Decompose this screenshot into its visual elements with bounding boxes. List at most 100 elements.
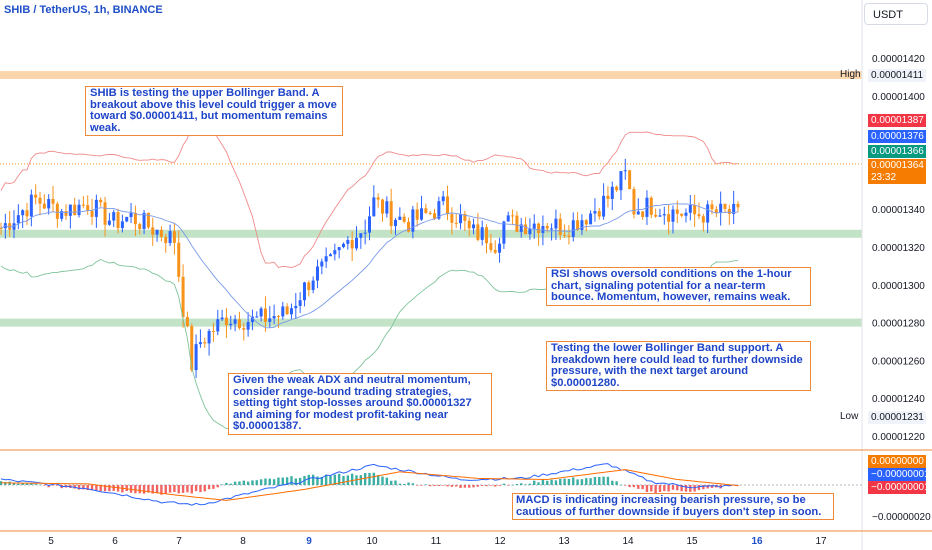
candle <box>142 212 146 229</box>
macd-hist-bar <box>346 475 350 485</box>
macd-hist-bar <box>272 479 276 485</box>
macd-hist-bar <box>147 485 150 493</box>
price-tick-label: 0.00001340 <box>872 205 925 216</box>
candle <box>268 318 272 322</box>
macd-hist-bar <box>86 485 89 491</box>
annotation-adx-strategy[interactable]: Given the weak ADX and neutral momentum,… <box>228 373 492 435</box>
candle <box>315 266 319 281</box>
candle <box>606 195 610 199</box>
macd-hist-bar <box>246 481 250 485</box>
candle <box>237 319 241 329</box>
macd-hist-bar <box>684 485 688 492</box>
macd-hist-bar <box>676 485 679 491</box>
candle <box>623 170 627 172</box>
candle <box>307 282 311 291</box>
annotation-rsi[interactable]: RSI shows oversold conditions on the 1-h… <box>546 267 811 306</box>
macd-hist-bar <box>51 485 55 486</box>
macd-hist-bar <box>229 483 232 485</box>
macd-hist-bar <box>494 485 497 487</box>
price-tick-label: 0.00001220 <box>872 432 925 443</box>
macd-hist-bar <box>481 485 484 486</box>
macd-hist-bar <box>559 478 562 485</box>
macd-hist-bar <box>446 485 449 487</box>
macd-hist-bar <box>17 483 20 485</box>
macd-hist-bar <box>220 484 224 485</box>
candle <box>437 201 441 219</box>
macd-hist-bar <box>580 479 584 485</box>
macd-hist-bar <box>550 479 553 485</box>
annotation-macd[interactable]: MACD is indicating increasing bearish pr… <box>512 493 834 521</box>
macd-hist-bar <box>689 485 692 492</box>
candle <box>129 212 133 218</box>
candle <box>463 213 467 221</box>
annotation-bollinger-upper[interactable]: SHIB is testing the upper Bollinger Band… <box>85 86 343 137</box>
candle <box>333 250 337 255</box>
macd-hist-bar <box>194 485 198 492</box>
macd-hist-bar <box>546 480 549 485</box>
macd-hist-bar <box>95 485 98 491</box>
macd-hist-bar <box>576 479 579 485</box>
macd-hist-bar <box>389 480 393 485</box>
candle <box>411 209 415 232</box>
macd-hist-bar <box>199 485 202 493</box>
candle <box>485 227 489 244</box>
macd-hist-bar <box>129 485 133 493</box>
macd-hist-bar <box>363 472 367 485</box>
currency-selector[interactable]: USDT <box>864 3 928 25</box>
candle <box>177 242 181 277</box>
macd-hist-bar <box>151 485 154 494</box>
candle <box>671 209 675 222</box>
candle <box>311 280 315 291</box>
macd-hist-bar <box>264 478 267 485</box>
candle <box>185 317 189 327</box>
macd-hist-bar <box>34 484 37 485</box>
high-value-tag: 0.00001411 <box>868 69 926 82</box>
candle <box>576 220 580 230</box>
candle <box>203 342 207 344</box>
lower-band-tag: 0.00001366 <box>868 145 926 158</box>
candle <box>667 214 671 222</box>
macd-hist-bar <box>359 475 363 485</box>
candle <box>224 317 228 326</box>
time-axis-label: 16 <box>751 536 763 547</box>
macd-hist-bar <box>376 475 380 485</box>
candle <box>90 210 94 217</box>
macd-hist-bar <box>502 483 506 485</box>
macd-hist-bar <box>316 476 319 485</box>
candle <box>29 194 33 217</box>
macd-signal-tag: 0.00000000 <box>868 455 926 468</box>
candle <box>636 211 640 215</box>
macd-hist-bar <box>203 485 206 492</box>
macd-hist-bar <box>324 474 328 485</box>
macd-hist-bar <box>25 483 29 485</box>
candle <box>710 204 714 210</box>
candle <box>198 342 202 345</box>
macd-hist-bar <box>602 476 605 485</box>
macd-hist-bar <box>511 484 514 486</box>
macd-hist-bar <box>533 480 536 485</box>
macd-hist-bar <box>455 485 458 487</box>
candle <box>593 211 597 214</box>
candle <box>459 213 463 224</box>
price-tick-label: 0.00001300 <box>872 281 925 292</box>
candle <box>420 208 424 220</box>
candle <box>294 305 298 309</box>
candle <box>407 221 411 232</box>
macd-hist-bar <box>385 477 389 485</box>
macd-hist-bar <box>654 485 657 494</box>
macd-hist-bar <box>320 476 324 485</box>
candle <box>567 235 571 237</box>
macd-hist-bar <box>285 477 289 485</box>
annotation-bollinger-lower[interactable]: Testing the lower Bollinger Band support… <box>546 341 811 392</box>
macd-hist-bar <box>134 485 137 494</box>
macd-hist-bar <box>238 481 241 485</box>
price-tick-label: 0.00001400 <box>872 92 925 103</box>
macd-hist-bar <box>108 485 111 492</box>
macd-hist-tag: −0.00000001 <box>868 481 930 494</box>
macd-hist-bar <box>212 485 215 489</box>
bollinger-upper-band <box>0 120 739 269</box>
candle <box>615 186 619 191</box>
candle <box>680 213 684 216</box>
resistance-zone <box>0 71 862 80</box>
candle <box>506 215 510 222</box>
